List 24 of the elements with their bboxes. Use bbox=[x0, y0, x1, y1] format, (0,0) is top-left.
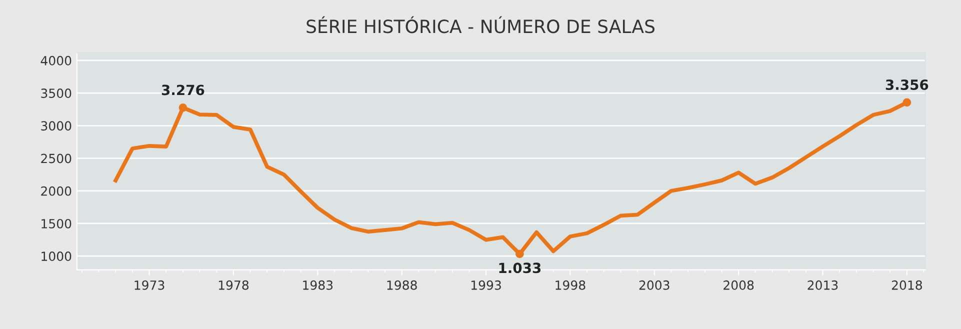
y-tick-label: 4000 bbox=[40, 56, 72, 66]
x-tick-label: 1978 bbox=[218, 280, 249, 290]
y-tick-label: 3500 bbox=[41, 88, 72, 98]
point bbox=[178, 104, 188, 112]
x-tick-label: 1998 bbox=[556, 280, 586, 290]
data-label: 1.033 bbox=[499, 262, 541, 274]
y-tick-label: 2000 bbox=[41, 186, 72, 196]
x-tick-label: 1983 bbox=[303, 280, 333, 290]
chart-title: SÉRIE HISTÓRICA - NÚMERO DE SALAS bbox=[306, 16, 654, 34]
data-label: 3.276 bbox=[162, 84, 204, 96]
x-tick-label: 1993 bbox=[471, 280, 501, 290]
x-tick-label: 2008 bbox=[724, 280, 754, 290]
y-tick-label: 2500 bbox=[41, 154, 72, 164]
x-tick-label: 1988 bbox=[387, 280, 417, 290]
x-tick-label: 2018 bbox=[892, 280, 922, 290]
point bbox=[516, 250, 524, 258]
x-tick-label: 2003 bbox=[639, 280, 670, 290]
x-tick-label: 1973 bbox=[134, 280, 164, 290]
y-tick-label: 1500 bbox=[42, 218, 72, 228]
y-tick-label: 1000 bbox=[42, 252, 72, 262]
x-tick-label: 2013 bbox=[808, 280, 838, 290]
data-label: 3.356 bbox=[886, 79, 928, 90]
point bbox=[902, 98, 912, 107]
y-tick-label: 3000 bbox=[41, 121, 72, 131]
